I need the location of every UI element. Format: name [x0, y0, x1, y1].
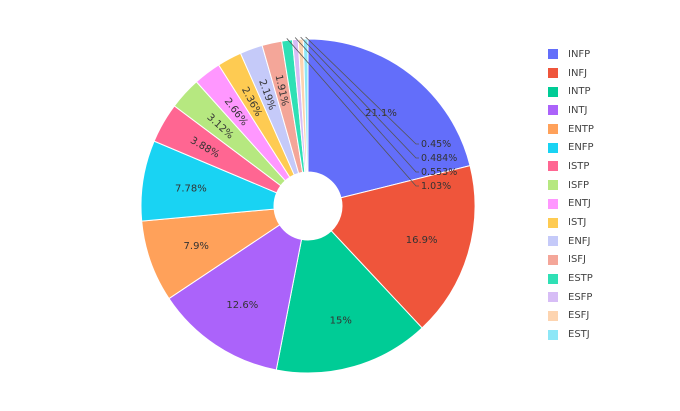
legend-swatch	[548, 310, 558, 321]
legend-swatch	[548, 273, 558, 284]
legend-item-intj[interactable]: INTJ	[548, 101, 658, 120]
legend-swatch	[548, 198, 558, 209]
slice-label-esfp: 0.553%	[421, 167, 457, 178]
legend-label: ENTP	[568, 123, 594, 135]
legend-item-istj[interactable]: ISTJ	[548, 213, 658, 232]
legend-swatch	[548, 161, 558, 172]
legend-item-esfj[interactable]: ESFJ	[548, 307, 658, 326]
legend-swatch	[548, 254, 558, 265]
legend-label: ISFP	[568, 179, 590, 191]
legend-label: ISTJ	[568, 217, 587, 229]
pie-slices	[140, 38, 476, 374]
legend-item-enfp[interactable]: ENFP	[548, 138, 658, 157]
legend-item-estj[interactable]: ESTJ	[548, 325, 658, 344]
slice-infj	[330, 165, 476, 329]
legend-swatch	[548, 292, 558, 303]
legend-item-esfp[interactable]: ESFP	[548, 288, 658, 307]
legend-swatch	[548, 124, 558, 135]
leader-line-estj	[305, 36, 419, 145]
legend-item-entp[interactable]: ENTP	[548, 120, 658, 139]
legend-item-infj[interactable]: INFJ	[548, 64, 658, 83]
slice-label-estj: 0.45%	[421, 139, 451, 150]
legend-swatch	[548, 180, 558, 191]
slice-label-infj: 16.9%	[406, 235, 438, 246]
legend-swatch	[548, 49, 558, 60]
legend-swatch	[548, 329, 558, 340]
legend-label: ENFJ	[568, 235, 591, 247]
legend-swatch	[548, 236, 558, 247]
legend-label: ENTJ	[568, 198, 591, 210]
legend-label: ESFP	[568, 291, 593, 303]
slice-label-intj: 12.6%	[226, 300, 258, 311]
legend-swatch	[548, 68, 558, 79]
legend-item-isfp[interactable]: ISFP	[548, 176, 658, 195]
legend-item-enfj[interactable]: ENFJ	[548, 232, 658, 251]
legend-label: INTP	[568, 86, 591, 98]
legend-item-entj[interactable]: ENTJ	[548, 195, 658, 214]
legend-label: INFJ	[568, 67, 588, 79]
slice-label-intp: 15%	[330, 315, 352, 326]
slice-label-entp: 7.9%	[184, 241, 209, 252]
legend-swatch	[548, 86, 558, 97]
legend-item-isfj[interactable]: ISFJ	[548, 251, 658, 270]
legend-item-infp[interactable]: INFP	[548, 45, 658, 64]
legend-item-istp[interactable]: ISTP	[548, 157, 658, 176]
leader-line-esfj	[300, 36, 419, 159]
slice-intp	[275, 230, 423, 374]
legend-label: ISFJ	[568, 254, 586, 266]
slice-label-esfj: 0.484%	[421, 153, 457, 164]
slice-label-enfp: 7.78%	[175, 183, 207, 194]
legend-swatch	[548, 142, 558, 153]
legend-label: INTJ	[568, 104, 588, 116]
legend-item-estp[interactable]: ESTP	[548, 269, 658, 288]
legend-label: ESTJ	[568, 329, 590, 341]
slice-label-estp: 1.03%	[421, 181, 451, 192]
legend-label: ISTP	[568, 160, 590, 172]
legend-label: ESFJ	[568, 310, 590, 322]
legend-label: INFP	[568, 48, 591, 60]
slice-estj	[302, 38, 309, 173]
legend-label: ENFP	[568, 142, 594, 154]
slice-intj	[168, 224, 303, 371]
legend: INFP INFJ INTP INTJ ENTP ENFP ISTP ISFP ENTJ ISTJ…	[548, 45, 658, 344]
leader-line-esfp	[294, 37, 419, 173]
legend-item-intp[interactable]: INTP	[548, 82, 658, 101]
legend-swatch	[548, 105, 558, 116]
legend-swatch	[548, 217, 558, 228]
legend-label: ESTP	[568, 273, 593, 285]
slice-label-infp: 21.1%	[365, 108, 397, 119]
leader-line-estp	[286, 38, 419, 187]
